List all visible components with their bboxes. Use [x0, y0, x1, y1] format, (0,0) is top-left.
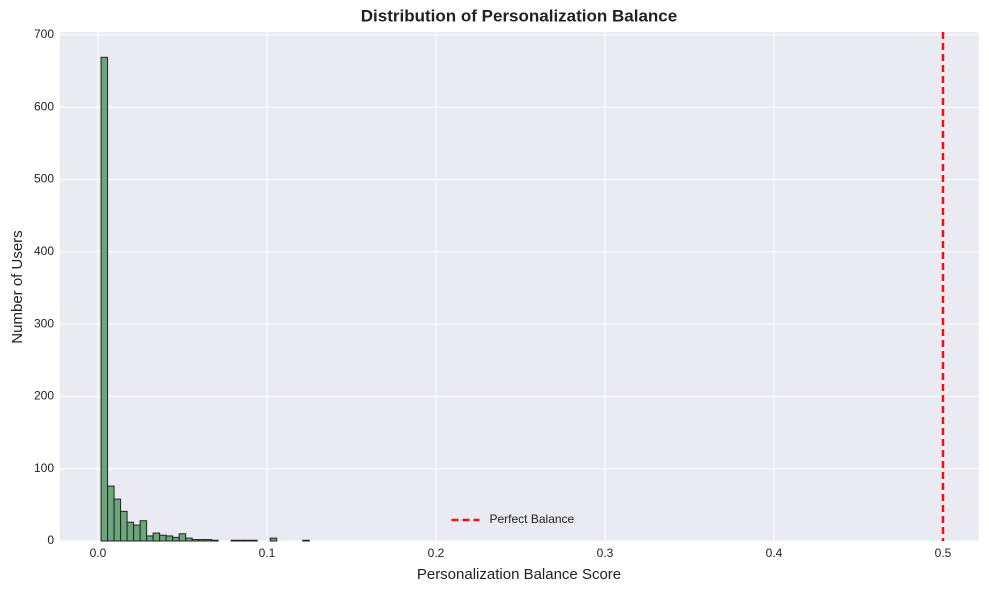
bar [139, 520, 148, 542]
plot-area [60, 32, 979, 541]
bar [185, 537, 193, 542]
y-axis-label: Number of Users [9, 230, 26, 343]
bar [113, 498, 122, 542]
y-tick-label: 600 [34, 99, 54, 113]
bar [165, 535, 174, 542]
bar [237, 539, 245, 542]
legend-box [439, 508, 600, 532]
bar [100, 56, 109, 542]
y-tick-label: 500 [34, 172, 54, 186]
bar [302, 539, 310, 542]
x-tick-label: 0.5 [935, 546, 952, 560]
bar [178, 533, 187, 542]
bar [120, 510, 128, 542]
bar [250, 539, 258, 542]
x-tick-label: 0.3 [597, 546, 614, 560]
bar [230, 539, 239, 542]
x-tick-label: 0.1 [259, 546, 276, 560]
bar [243, 539, 252, 542]
x-axis-label: Personalization Balance Score [417, 566, 621, 583]
legend-label: Perfect Balance [490, 512, 575, 526]
bar [133, 524, 141, 542]
y-tick-label: 0 [47, 533, 54, 547]
y-tick-label: 700 [34, 27, 54, 41]
x-tick-label: 0.0 [90, 546, 107, 560]
bar [152, 532, 161, 542]
bar [204, 539, 213, 542]
bar [146, 535, 154, 542]
bar [191, 539, 200, 542]
y-tick-label: 300 [34, 316, 54, 330]
chart-title: Distribution of Personalization Balance [361, 6, 677, 25]
bar [172, 536, 180, 542]
y-tick-label: 400 [34, 244, 54, 258]
y-tick-label: 100 [34, 461, 54, 475]
x-tick-label: 0.4 [766, 546, 783, 560]
bar [107, 485, 115, 542]
bar [269, 537, 278, 542]
bar [211, 539, 219, 542]
bar [159, 534, 167, 542]
x-tick-label: 0.2 [428, 546, 445, 560]
bar [198, 539, 206, 542]
y-tick-label: 200 [34, 389, 54, 403]
bar [126, 521, 135, 542]
